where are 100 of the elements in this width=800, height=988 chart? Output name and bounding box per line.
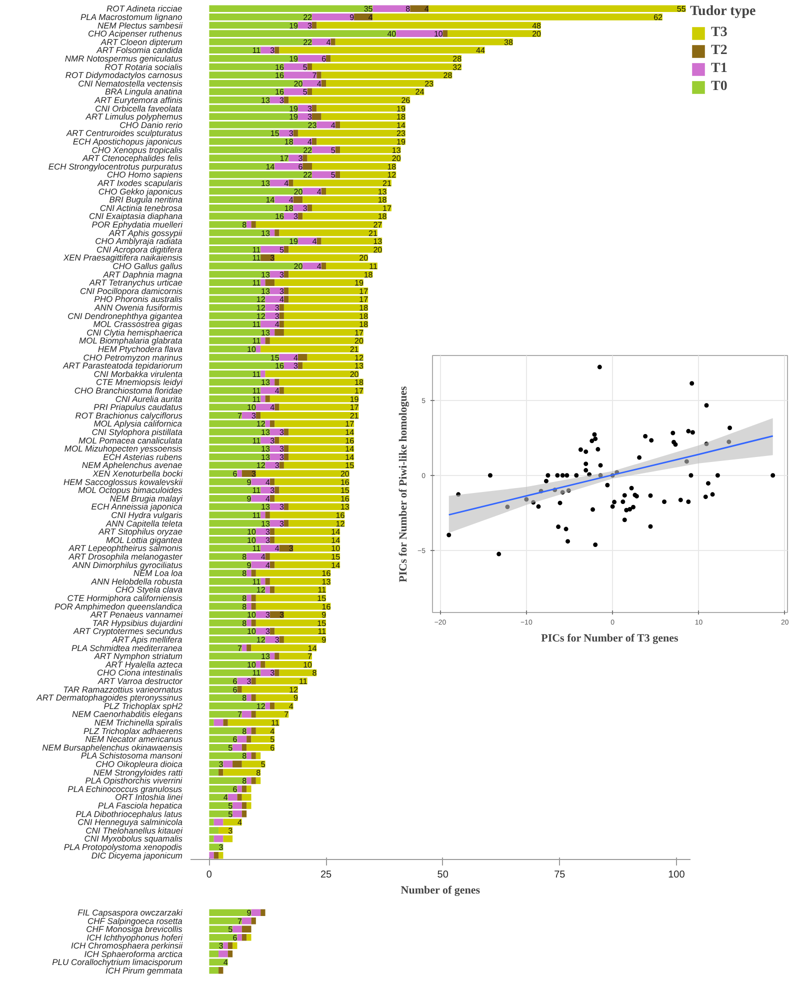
y-tick-label: ART Limulus polyphemus <box>84 112 184 122</box>
data-label: 3 <box>298 154 304 164</box>
data-label: 12 <box>256 702 266 711</box>
data-label: 4 <box>316 79 322 88</box>
data-label: 18 <box>364 270 374 280</box>
bar <box>274 436 280 444</box>
data-label: 17 <box>359 286 369 296</box>
y-tick-label: CNI Exaiptasia diaphana <box>88 211 183 222</box>
bar <box>316 121 336 128</box>
bar <box>293 196 303 203</box>
bar <box>265 279 275 286</box>
x-axis-title: PICs for Number of T3 genes <box>541 632 680 644</box>
y-tick-label: CHF Monosiga brevicollis <box>86 924 184 934</box>
data-label: 23 <box>308 120 318 130</box>
data-label: 3 <box>265 528 270 537</box>
y-tick-label: NEM Brugia malayi <box>110 493 184 504</box>
y-tick-label: TAR Hypsibius dujardini <box>92 618 184 628</box>
bar <box>265 702 270 710</box>
data-label: 8 <box>312 668 318 678</box>
y-tick-label: ORT Intoshia linei <box>115 792 184 802</box>
bar <box>284 270 289 278</box>
data-label: 3 <box>251 411 256 420</box>
y-tick-label: NEM Bursaphelenchus okinawaensis <box>42 742 184 752</box>
y-tick-label: ART Apis mellifera <box>111 634 182 645</box>
y-tick-label: XEN Xenoturbella bocki <box>92 468 184 479</box>
data-label: 17 <box>382 204 392 213</box>
data-label: 11 <box>252 336 262 346</box>
data-label: 5 <box>228 810 234 819</box>
bar <box>260 578 266 585</box>
bar <box>232 760 242 768</box>
data-label: 13 <box>354 362 364 371</box>
data-label: 20 <box>350 370 360 379</box>
y-tick-label: CNI Dendronephthya gigantea <box>68 310 183 321</box>
data-label: 13 <box>261 428 270 437</box>
data-label: 3 <box>308 21 313 30</box>
bar <box>223 760 233 768</box>
data-label: 11 <box>252 254 262 263</box>
data-label: 9 <box>350 12 355 22</box>
bar <box>214 818 224 826</box>
bar <box>265 420 270 428</box>
data-label: 14 <box>331 560 341 570</box>
data-label: 6 <box>270 743 276 752</box>
data-label: 14 <box>345 428 355 437</box>
bar <box>270 180 289 186</box>
data-label: 18 <box>378 212 388 222</box>
data-label: 15 <box>345 461 355 470</box>
y-tick-label: ICH Chromosphaera perkinsii <box>71 940 184 951</box>
data-label: 11 <box>252 511 262 520</box>
bar <box>251 710 256 718</box>
data-label: 3 <box>294 362 299 371</box>
y-tick-label: PLA Protopolystoma xenopodis <box>64 842 183 852</box>
bar <box>242 710 252 718</box>
bar <box>209 852 214 859</box>
bar <box>354 14 373 20</box>
data-label: 4 <box>223 793 228 802</box>
y-tick-label: PHO Phoronis australis <box>94 294 184 304</box>
data-label: 6 <box>232 784 238 794</box>
data-label: 12 <box>256 586 266 595</box>
data-label: 19 <box>396 104 406 114</box>
y-tick-label: PRI Priapulus caudatus <box>94 402 184 412</box>
x-tick-label: 50 <box>437 870 449 880</box>
data-label: 14 <box>331 528 341 537</box>
bar <box>274 486 280 494</box>
data-label: 11 <box>252 436 262 446</box>
data-label: 13 <box>261 452 270 462</box>
data-label: 19 <box>289 21 299 30</box>
bar <box>302 262 322 270</box>
data-label: 22 <box>303 170 313 180</box>
data-label: 23 <box>396 129 406 138</box>
y-tick-label: MOL Aplysia californica <box>94 418 182 429</box>
data-label: 3 <box>294 212 299 222</box>
data-label: 20 <box>373 245 383 254</box>
data-label: 16 <box>275 212 285 222</box>
data-label: 18 <box>354 378 364 388</box>
data-label: 4 <box>280 295 285 304</box>
data-label: 5 <box>330 170 336 180</box>
data-label: 3 <box>265 627 270 636</box>
data-label: 9 <box>246 478 252 487</box>
data-label: 20 <box>392 154 402 164</box>
data-label: 15 <box>340 486 350 496</box>
bar <box>260 246 284 253</box>
data-label: 3 <box>302 204 308 213</box>
bar <box>214 719 224 726</box>
bar <box>251 678 256 684</box>
y-tick-label: BRA Lingula anatina <box>105 86 182 97</box>
y-tick-label: ROT Adineta ricciae <box>106 4 182 14</box>
bar <box>246 752 252 760</box>
data-label: 3 <box>270 254 276 263</box>
data-label: 8 <box>242 618 248 628</box>
data-label: 13 <box>261 270 270 280</box>
bar <box>372 5 410 12</box>
data-label: 3 <box>274 636 280 645</box>
data-label: 18 <box>387 162 397 172</box>
data-label: 10 <box>434 30 444 39</box>
data-label: 10 <box>247 344 256 354</box>
bar <box>279 387 284 394</box>
bar <box>237 794 242 801</box>
data-label: 11 <box>252 544 262 554</box>
bar <box>307 88 312 96</box>
data-label: 15 <box>270 129 280 138</box>
